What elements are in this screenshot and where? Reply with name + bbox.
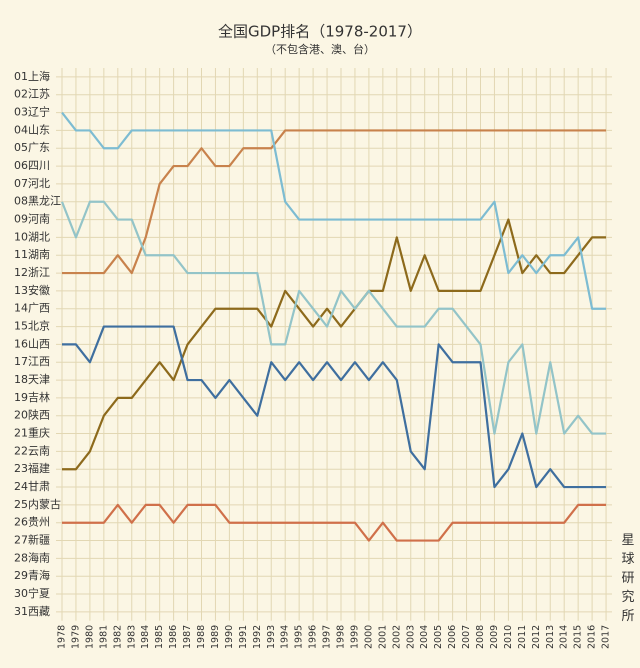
x-tick-label: 1997	[322, 625, 333, 649]
y-tick-label: 22云南	[14, 444, 50, 457]
y-tick-label: 09河南	[14, 213, 50, 226]
x-tick-label: 2003	[405, 625, 416, 649]
y-tick-label: 04山东	[14, 123, 50, 136]
y-tick-label: 27新疆	[14, 533, 50, 547]
y-tick-label: 30宁夏	[14, 586, 50, 600]
x-tick-label: 1987	[182, 625, 193, 649]
x-tick-label: 2008	[475, 625, 486, 649]
x-tick-label: 1999	[349, 625, 360, 649]
y-tick-label: 17江西	[14, 355, 50, 368]
y-tick-label: 18天津	[14, 373, 50, 386]
x-tick-label: 2016	[587, 625, 598, 649]
y-tick-label: 16山西	[14, 337, 50, 350]
y-tick-label: 07河北	[14, 177, 50, 190]
y-tick-label: 26贵州	[14, 516, 50, 529]
y-tick-label: 24甘肃	[14, 480, 50, 493]
x-tick-label: 1989	[210, 625, 221, 649]
x-tick-label: 2017	[601, 625, 612, 649]
x-tick-label: 1983	[126, 625, 137, 649]
chart-subtitle: （不包含港、澳、台）	[265, 42, 375, 56]
line	[62, 129, 607, 275]
x-tick-label: 1980	[84, 625, 95, 649]
x-tick-label: 1996	[308, 625, 319, 649]
y-tick-label: 13安徽	[14, 283, 50, 297]
x-tick-label: 2002	[391, 625, 402, 649]
grid	[56, 68, 612, 621]
y-tick-label: 11湖南	[14, 248, 50, 261]
y-tick-label: 08黑龙江	[14, 195, 61, 208]
y-tick-label: 28海南	[14, 550, 50, 564]
x-tick-label: 2014	[559, 625, 570, 649]
x-tick-label: 1990	[224, 625, 235, 649]
y-tick-label: 14广西	[14, 302, 50, 315]
y-tick-label: 21重庆	[14, 426, 50, 440]
x-tick-label: 1986	[168, 625, 179, 649]
line	[62, 218, 607, 471]
x-tick-label: 1994	[280, 625, 291, 649]
x-tick-label: 2012	[531, 625, 542, 649]
y-tick-label: 05广东	[14, 141, 50, 154]
y-tick-label: 19吉林	[14, 390, 50, 404]
y-tick-label: 12浙江	[14, 266, 50, 279]
line	[61, 111, 607, 310]
line	[62, 325, 607, 489]
y-tick-label: 03辽宁	[14, 105, 50, 119]
x-tick-label: 2001	[377, 625, 388, 649]
x-tick-label: 1992	[252, 625, 263, 649]
y-tick-label: 06四川	[14, 159, 50, 172]
y-tick-label: 01上海	[14, 69, 50, 83]
x-tick-label: 2009	[489, 625, 500, 649]
x-tick-label: 2011	[517, 625, 528, 649]
x-tick-label: 2013	[545, 625, 556, 649]
x-tick-label: 1985	[154, 625, 165, 649]
x-tick-label: 1988	[196, 625, 207, 649]
x-tick-label: 1982	[112, 625, 123, 649]
y-tick-label: 23福建	[14, 461, 50, 475]
chart-title: 全国GDP排名（1978-2017）	[218, 23, 422, 41]
x-tick-label: 1979	[70, 625, 81, 649]
x-tick-label: 1998	[336, 625, 347, 649]
x-tick-label: 1995	[294, 625, 305, 649]
y-tick-label: 10湖北	[14, 230, 50, 243]
x-tick-label: 2015	[573, 625, 584, 649]
line	[60, 200, 607, 435]
y-tick-label: 31西藏	[14, 605, 50, 618]
x-tick-label: 1981	[98, 625, 109, 649]
x-tick-label: 1984	[140, 625, 151, 649]
y-tick-label: 20陕西	[14, 408, 50, 422]
x-tick-label: 2007	[461, 625, 472, 649]
x-tick-label: 1991	[238, 625, 249, 649]
watermark: 星球研究所	[619, 533, 635, 628]
line	[62, 503, 607, 542]
x-tick-label: 1978	[57, 625, 68, 649]
y-tick-label: 25内蒙古	[14, 497, 61, 511]
x-tick-label: 1993	[266, 625, 277, 649]
x-tick-label: 2005	[433, 625, 444, 649]
y-tick-label: 29青海	[14, 568, 50, 582]
y-tick-label: 02江苏	[14, 88, 50, 101]
y-tick-label: 15北京	[14, 319, 50, 333]
x-tick-label: 2010	[503, 625, 514, 649]
x-tick-label: 2006	[447, 625, 458, 649]
x-tick-label: 2000	[363, 625, 374, 649]
x-tick-label: 2004	[419, 625, 430, 649]
